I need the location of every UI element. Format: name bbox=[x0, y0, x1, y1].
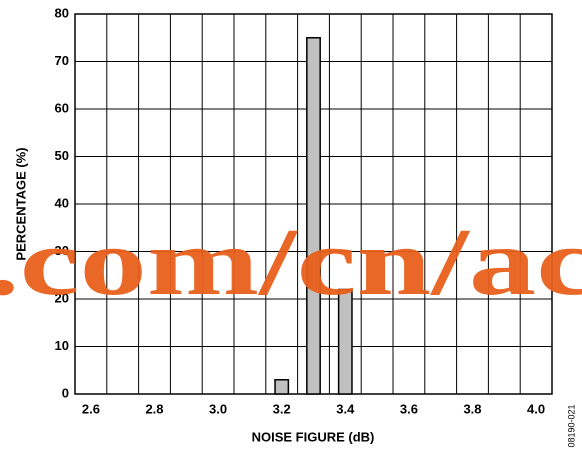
x-tick-label: 3.4 bbox=[336, 401, 355, 416]
y-tick-label: 10 bbox=[55, 338, 69, 353]
bar bbox=[274, 379, 290, 395]
y-tick-label: 50 bbox=[55, 148, 69, 163]
x-tick-label: 3.8 bbox=[463, 401, 481, 416]
bar bbox=[337, 288, 353, 395]
x-tick-label: 3.0 bbox=[209, 401, 227, 416]
y-tick-label: 70 bbox=[55, 53, 69, 68]
y-tick-label: 20 bbox=[55, 290, 69, 305]
x-tick-label: 2.6 bbox=[82, 401, 100, 416]
y-tick-label: 0 bbox=[62, 385, 69, 400]
x-tick-label: 2.8 bbox=[145, 401, 163, 416]
x-tick-label: 3.6 bbox=[400, 401, 418, 416]
y-tick-label: 60 bbox=[55, 100, 69, 115]
x-axis-label: NOISE FIGURE (dB) bbox=[252, 429, 375, 444]
figure-id: 08190-021 bbox=[566, 404, 576, 447]
x-tick-label: 4.0 bbox=[527, 401, 545, 416]
y-tick-label: 40 bbox=[55, 195, 69, 210]
y-axis-label: PERCENTAGE (%) bbox=[13, 147, 28, 260]
y-tick-label: 80 bbox=[55, 5, 69, 20]
bar bbox=[306, 37, 321, 395]
watermark: .com/cn/ac bbox=[0, 208, 582, 315]
x-tick-label: 3.2 bbox=[273, 401, 291, 416]
y-tick-label: 30 bbox=[55, 243, 69, 258]
